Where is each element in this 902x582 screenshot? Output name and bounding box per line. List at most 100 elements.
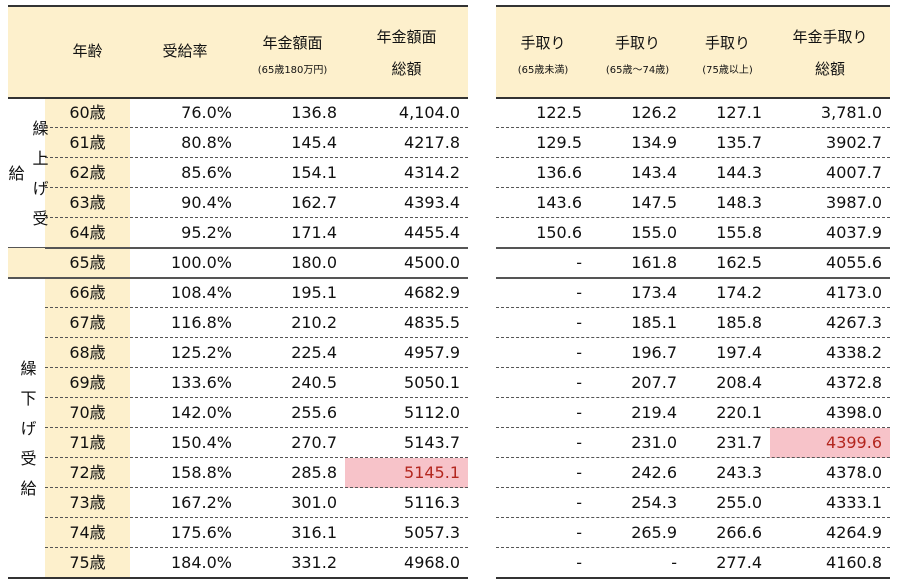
value-cell: 255.0	[716, 493, 762, 512]
value-cell: 135.7	[716, 133, 762, 152]
value-cell: -	[576, 523, 582, 542]
column-header: 手取り	[704, 34, 750, 52]
row-divider	[45, 307, 468, 308]
value-cell: 147.5	[631, 193, 677, 212]
header-border	[8, 97, 468, 99]
value-cell: 143.4	[631, 163, 677, 182]
value-cell: 254.3	[631, 493, 677, 512]
group-border	[8, 277, 468, 279]
value-cell: 4217.8	[404, 133, 460, 152]
table-top-border	[496, 5, 890, 7]
value-cell: -	[576, 313, 582, 332]
value-cell: 4173.0	[826, 283, 882, 302]
row-divider	[496, 307, 890, 308]
value-cell: 4500.0	[404, 253, 460, 272]
row-divider	[496, 517, 890, 518]
value-cell: -	[576, 463, 582, 482]
value-cell: 95.2%	[181, 223, 232, 242]
column-header: 年金手取り	[792, 28, 868, 46]
age-cell: 72歳	[69, 463, 106, 482]
value-cell: 162.5	[716, 253, 762, 272]
age-cell: 75歳	[69, 553, 106, 572]
row-divider	[496, 217, 890, 218]
group-cell-bg	[8, 248, 45, 278]
value-cell: 4968.0	[404, 553, 460, 572]
value-cell: 4333.1	[826, 493, 882, 512]
value-cell: 4007.7	[826, 163, 882, 182]
age-cell: 69歳	[69, 373, 106, 392]
value-cell: 5143.7	[404, 433, 460, 452]
table-top-border	[8, 5, 468, 7]
value-cell: 5116.3	[404, 493, 460, 512]
value-cell: 171.4	[291, 223, 337, 242]
row-divider	[45, 217, 468, 218]
value-cell: 3902.7	[826, 133, 882, 152]
column-header: 総額	[391, 60, 422, 78]
value-cell: -	[576, 403, 582, 422]
value-cell: 4314.2	[404, 163, 460, 182]
value-cell: 127.1	[716, 103, 762, 122]
column-header: 手取り	[614, 34, 660, 52]
value-cell: 185.1	[631, 313, 677, 332]
value-cell: 240.5	[291, 373, 337, 392]
row-divider	[496, 397, 890, 398]
value-cell: 125.2%	[170, 343, 232, 362]
value-cell: 3987.0	[826, 193, 882, 212]
value-cell: 184.0%	[170, 553, 232, 572]
column-header: 年金額面	[262, 34, 323, 52]
value-cell: 173.4	[631, 283, 677, 302]
value-cell: 301.0	[291, 493, 337, 512]
value-cell: 4160.8	[826, 553, 882, 572]
value-cell: 175.6%	[170, 523, 232, 542]
value-cell: 4398.0	[826, 403, 882, 422]
column-header: 受給率	[162, 42, 208, 60]
age-cell: 74歳	[69, 523, 106, 542]
value-cell: 167.2%	[170, 493, 232, 512]
age-cell: 61歳	[69, 133, 106, 152]
row-divider	[496, 187, 890, 188]
value-cell: 136.6	[536, 163, 582, 182]
value-cell: 5112.0	[404, 403, 460, 422]
row-divider	[496, 127, 890, 128]
row-divider	[45, 397, 468, 398]
value-cell: 136.8	[291, 103, 337, 122]
value-cell: 243.3	[716, 463, 762, 482]
row-divider	[496, 487, 890, 488]
value-cell: 4957.9	[404, 343, 460, 362]
age-cell: 71歳	[69, 433, 106, 452]
age-cell: 65歳	[69, 253, 106, 272]
value-cell: 4,104.0	[398, 103, 460, 122]
value-cell: 134.9	[631, 133, 677, 152]
value-cell: 133.6%	[170, 373, 232, 392]
group-border	[496, 277, 890, 279]
header-bg	[8, 6, 468, 98]
row-divider	[496, 367, 890, 368]
value-cell: -	[576, 493, 582, 512]
row-divider	[496, 427, 890, 428]
column-note: (75歳以上)	[702, 65, 753, 76]
value-cell: -	[576, 433, 582, 452]
value-cell: 85.6%	[181, 163, 232, 182]
value-cell: 4372.8	[826, 373, 882, 392]
value-cell: 108.4%	[170, 283, 232, 302]
header-bg	[496, 6, 890, 98]
value-cell: 174.2	[716, 283, 762, 302]
value-cell: 4682.9	[404, 283, 460, 302]
value-cell: 162.7	[291, 193, 337, 212]
row-divider	[45, 157, 468, 158]
value-cell: 154.1	[291, 163, 337, 182]
row-divider	[496, 457, 890, 458]
value-cell: 185.8	[716, 313, 762, 332]
value-cell: 4399.6	[770, 428, 890, 458]
value-cell: 76.0%	[181, 103, 232, 122]
value-cell: 145.4	[291, 133, 337, 152]
value-cell: 4378.0	[826, 463, 882, 482]
value-cell: 225.4	[291, 343, 337, 362]
value-cell: 4055.6	[826, 253, 882, 272]
value-cell: 80.8%	[181, 133, 232, 152]
value-cell: 143.6	[536, 193, 582, 212]
value-cell: 219.4	[631, 403, 677, 422]
value-cell: -	[576, 253, 582, 272]
row-divider	[45, 547, 468, 548]
